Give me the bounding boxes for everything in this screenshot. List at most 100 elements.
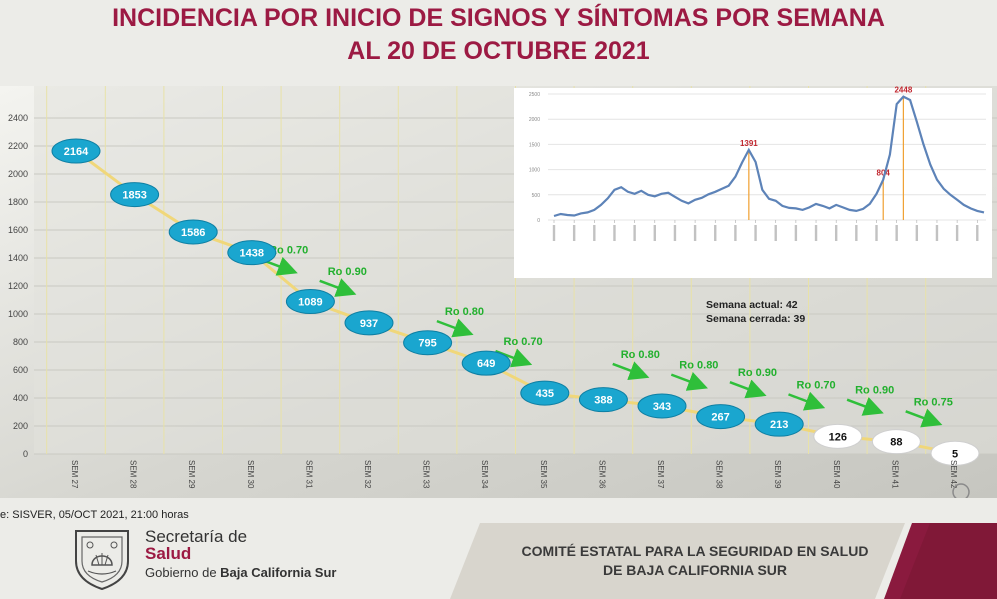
gobierno-prefix: Gobierno de [145,565,221,580]
data-point-bubble [520,380,570,406]
ro-annotation-label: Ro 0.90 [738,367,777,379]
inset-x-tick-text [633,225,636,241]
x-tick-label: SEM 30 [246,460,255,489]
data-point-bubble [813,423,863,449]
x-tick-label: SEM 37 [656,460,665,489]
inset-x-tick-text [976,225,979,241]
y-tick-label: 400 [13,393,28,403]
ro-arrow [436,318,474,338]
week-annotation: Semana actual: 42 [706,299,798,311]
inset-x-tick-text [895,225,898,241]
data-point-bubble [754,411,804,437]
state-shield-icon [75,530,129,591]
secretaria-logo-block: Secretaría de Salud Gobierno de Baja Cal… [66,525,366,591]
data-point-label: 5 [952,448,958,460]
data-point-label: 126 [829,431,847,443]
footer-grey-panel [450,523,905,599]
data-point-label: 1853 [122,190,146,202]
y-tick-label: 2200 [8,141,28,151]
data-point-bubble [637,393,687,419]
data-point-label: 1438 [240,248,264,260]
data-point-label: 88 [890,437,902,449]
inset-peak-label: 804 [877,169,891,178]
x-tick-label: SEM 41 [890,460,899,489]
inset-x-tick-text [834,225,838,241]
main-series-line [75,149,956,455]
x-tick-label: SEM 31 [304,460,313,489]
x-tick-label: SEM 27 [70,460,79,489]
x-tick-label: SEM 29 [187,460,196,489]
ro-arrow [905,408,943,428]
inset-y-tick-label: 1000 [529,168,540,174]
y-tick-label: 1600 [8,225,28,235]
committee-line-2: DE BAJA CALIFORNIA SUR [602,562,788,578]
committee-name: COMITÉ ESTATAL PARA LA SEGURIDAD EN SALU… [470,542,920,580]
x-tick-label: SEM 35 [539,460,548,489]
inset-x-tick-text [814,225,818,241]
x-tick-label: SEM 38 [715,460,724,489]
gobierno-line: Gobierno de Baja California Sur [145,565,336,580]
data-point-bubble [930,440,980,466]
inset-y-tick-label: 0 [537,218,540,224]
inset-x-tick-text [855,225,858,241]
ro-arrow [612,361,650,381]
inset-x-tick-text [572,225,576,241]
ro-arrow [670,371,708,391]
footer-banner [450,523,997,599]
x-tick-label: SEM 28 [129,460,138,489]
x-tick-label: SEM 32 [363,460,372,489]
inset-peak-label: 2448 [894,86,912,95]
data-point-bubble [168,219,218,245]
corner-indicator-icon [952,483,970,498]
data-point-label: 795 [418,338,436,350]
data-point-bubble [871,429,921,455]
inset-x-tick-text [915,225,919,241]
ro-annotation-label: Ro 0.80 [679,360,718,372]
inset-x-tick-text [774,225,777,241]
y-tick-label: 2400 [8,113,28,123]
page-title: INCIDENCIA POR INICIO DE SIGNOS Y SÍNTOM… [0,2,997,68]
footer-maroon-shade [900,523,997,599]
inset-x-tick-text [794,225,798,241]
y-tick-label: 200 [13,421,28,431]
title-line-1: INCIDENCIA POR INICIO DE SIGNOS Y SÍNTOM… [112,4,885,32]
inset-x-tick-text [955,225,959,241]
y-tick-label: 1400 [8,253,28,263]
data-point-label: 1089 [298,297,322,309]
inset-x-tick-text [552,225,556,241]
ro-arrow [319,278,357,297]
secretaria-name: Secretaría de [145,527,248,546]
x-tick-label: SEM 42 [949,460,958,489]
ro-arrow [846,397,884,416]
data-point-label: 343 [653,401,671,413]
data-point-label: 213 [770,419,788,431]
ro-annotation-label: Ro 0.70 [797,379,836,391]
ro-annotation-label: Ro 0.70 [504,336,543,348]
ro-arrow [788,391,826,411]
data-point-bubble [110,182,160,208]
inset-chart-background [514,88,992,278]
gobierno-state: Baja California Sur [220,565,337,580]
inset-x-tick-text [754,225,757,241]
x-tick-label: SEM 40 [832,460,841,489]
data-point-label: 937 [360,318,378,330]
y-tick-label: 1800 [8,197,28,207]
ro-arrow [729,379,767,399]
week-annotation: Semana cerrada: 39 [706,313,805,325]
ro-annotation-label: Ro 0.90 [328,266,367,278]
data-point-label: 649 [477,358,495,370]
data-point-bubble [461,350,511,376]
data-point-bubble [403,330,453,356]
ro-annotation-label: Ro 0.70 [269,245,308,257]
ro-annotation-label: Ro 0.80 [621,349,660,361]
ro-annotation-label: Ro 0.80 [445,306,484,318]
title-line-2: AL 20 DE OCTUBRE 2021 [347,37,650,65]
inset-x-tick-text [693,225,697,241]
inset-x-tick-text [653,225,656,241]
y-tick-label: 1000 [8,309,28,319]
x-tick-label: SEM 39 [773,460,782,489]
inset-peak-label: 1391 [740,139,758,148]
committee-line-1: COMITÉ ESTATAL PARA LA SEGURIDAD EN SALU… [521,543,869,559]
data-point-bubble [51,138,101,164]
salud-name: Salud [145,544,192,563]
